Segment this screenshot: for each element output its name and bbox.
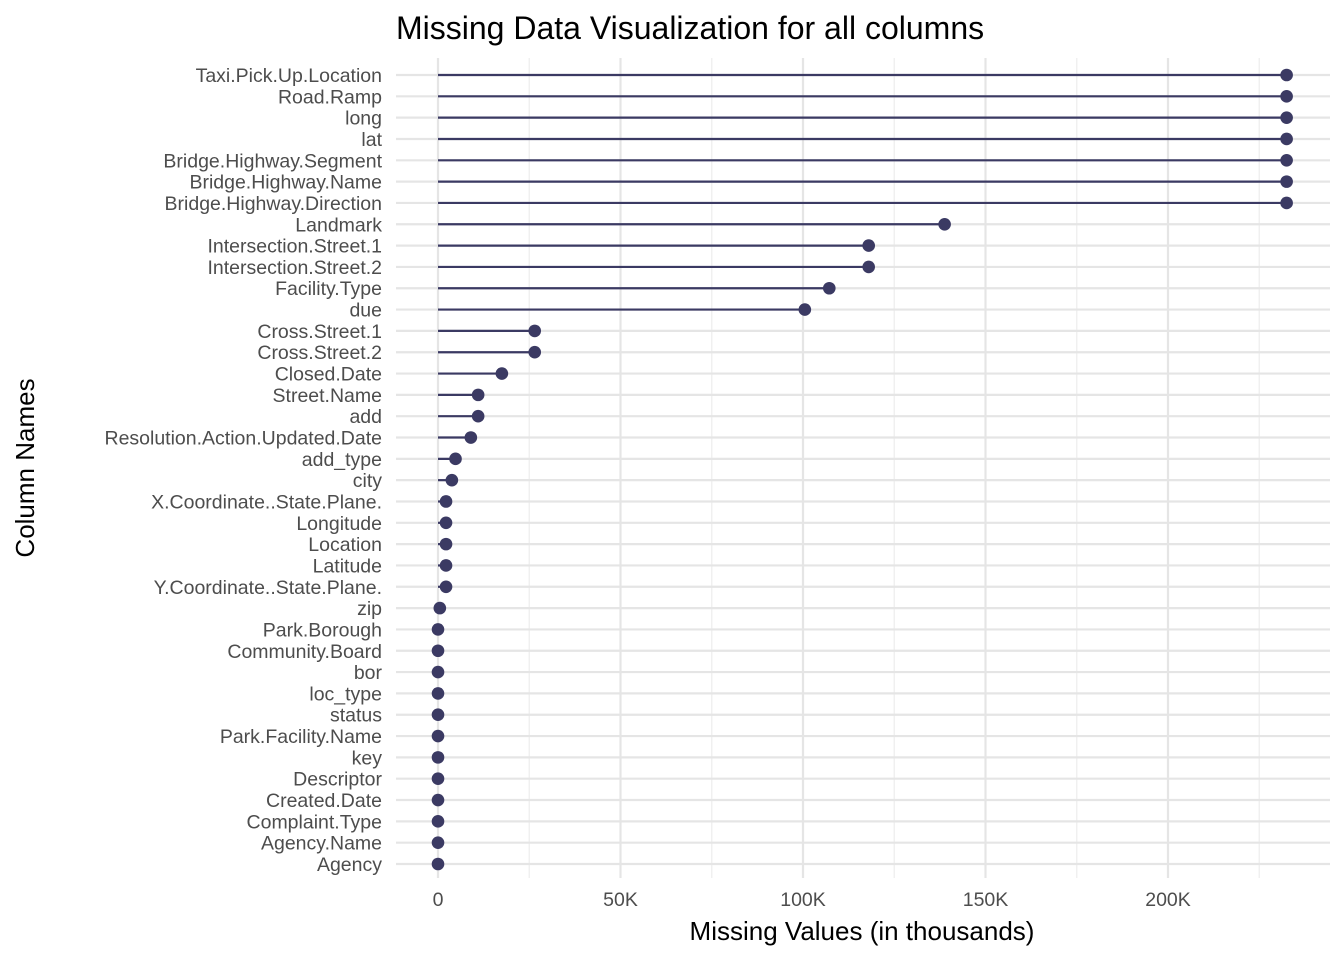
y-tick-label: Bridge.Highway.Direction [165,193,382,215]
y-tick-label: city [353,470,383,492]
y-tick-label: Resolution.Action.Updated.Date [104,428,382,450]
lollipop-point [439,559,453,572]
y-tick-label: loc_type [309,683,382,705]
lollipop-point [431,708,445,722]
lollipop-point [862,239,875,252]
x-axis-tick-labels: 0 50K 100K 150K 200K [433,889,1191,911]
lollipop-point [471,388,485,402]
lollipop-point [798,303,812,316]
lollipop-point [1280,153,1293,167]
lollipop-point [431,687,445,700]
lollipop-point [439,495,453,508]
y-tick-label: Longitude [296,513,382,535]
lollipop-point [445,473,459,487]
x-tick-label: 50K [603,889,638,911]
lollipop-point [1280,132,1293,146]
y-tick-label: Cross.Street.2 [257,342,382,364]
x-tick-label: 0 [433,889,444,911]
y-tick-label: Community.Board [227,641,382,663]
y-tick-label: Park.Borough [263,619,382,641]
lollipop-point [431,836,445,849]
lollipop-point [1280,68,1293,82]
y-tick-label: Closed.Date [275,364,382,386]
y-tick-label: Y.Coordinate..State.Plane. [154,577,382,599]
lollipop-point [1280,111,1293,124]
y-tick-label: Cross.Street.1 [257,321,382,343]
x-tick-label: 150K [963,889,1009,911]
lollipop-point [528,324,542,338]
y-tick-label: Taxi.Pick.Up.Location [196,65,382,87]
lollipop-points [431,68,1293,871]
y-tick-label: Bridge.Highway.Segment [163,150,382,172]
lollipop-point [431,772,445,786]
lollipop-point [431,644,445,658]
lollipop-point [464,431,478,444]
lollipop-point [495,367,509,380]
lollipop-point [528,345,542,359]
y-tick-label: X.Coordinate..State.Plane. [151,491,382,513]
y-tick-label: Facility.Type [275,278,382,300]
lollipop-stems [438,73,1287,610]
y-tick-label: Complaint.Type [247,811,382,833]
y-tick-label: lat [361,129,382,151]
chart-title: Missing Data Visualization for all colum… [396,10,984,46]
lollipop-point [431,793,445,807]
y-tick-label: bor [354,662,383,684]
y-tick-label: Latitude [313,555,382,577]
lollipop-point [431,857,445,871]
lollipop-point [862,260,875,274]
y-tick-label: Intersection.Street.2 [207,257,382,279]
lollipop-point [1280,90,1293,103]
y-tick-label: long [345,108,382,130]
y-tick-label: status [330,705,382,727]
y-tick-label: Agency.Name [261,833,382,855]
lollipop-point [471,409,485,423]
lollipop-point [431,665,445,679]
y-tick-label: due [349,300,382,322]
lollipop-point [822,281,836,295]
lollipop-point [439,516,453,530]
y-tick-label: Descriptor [293,769,382,791]
lollipop-point [433,601,447,615]
y-tick-label: key [352,747,383,769]
x-tick-label: 100K [780,889,826,911]
y-tick-label: add [349,406,382,428]
lollipop-point [439,537,453,551]
y-tick-label: Road.Ramp [278,86,382,108]
y-tick-label: Street.Name [273,385,382,407]
lollipop-point [431,751,445,764]
lollipop-point [431,815,445,828]
lollipop-point [431,623,445,636]
lollipop-point [449,452,462,466]
y-tick-label: Intersection.Street.1 [207,236,382,258]
x-tick-label: 200K [1145,889,1191,911]
x-axis-title: Missing Values (in thousands) [690,916,1035,946]
y-tick-label: Created.Date [266,790,382,812]
lollipop-point [439,580,453,594]
lollipop-point [938,217,951,231]
y-tick-label: Park.Facility.Name [220,726,382,748]
lollipop-point [1280,196,1293,210]
y-tick-label: Bridge.Highway.Name [189,172,382,194]
lollipop-point [431,729,445,743]
y-tick-label: Location [308,534,382,556]
lollipop-point [1280,175,1293,188]
y-tick-label: Landmark [295,214,382,236]
y-tick-label: Agency [317,854,382,876]
y-tick-label: zip [357,598,382,620]
minor-gridlines [528,58,1260,878]
y-tick-label: add_type [302,449,382,471]
y-axis-tick-labels: Taxi.Pick.Up.LocationRoad.RamplonglatBri… [104,65,382,876]
y-axis-title: Column Names [10,378,40,557]
